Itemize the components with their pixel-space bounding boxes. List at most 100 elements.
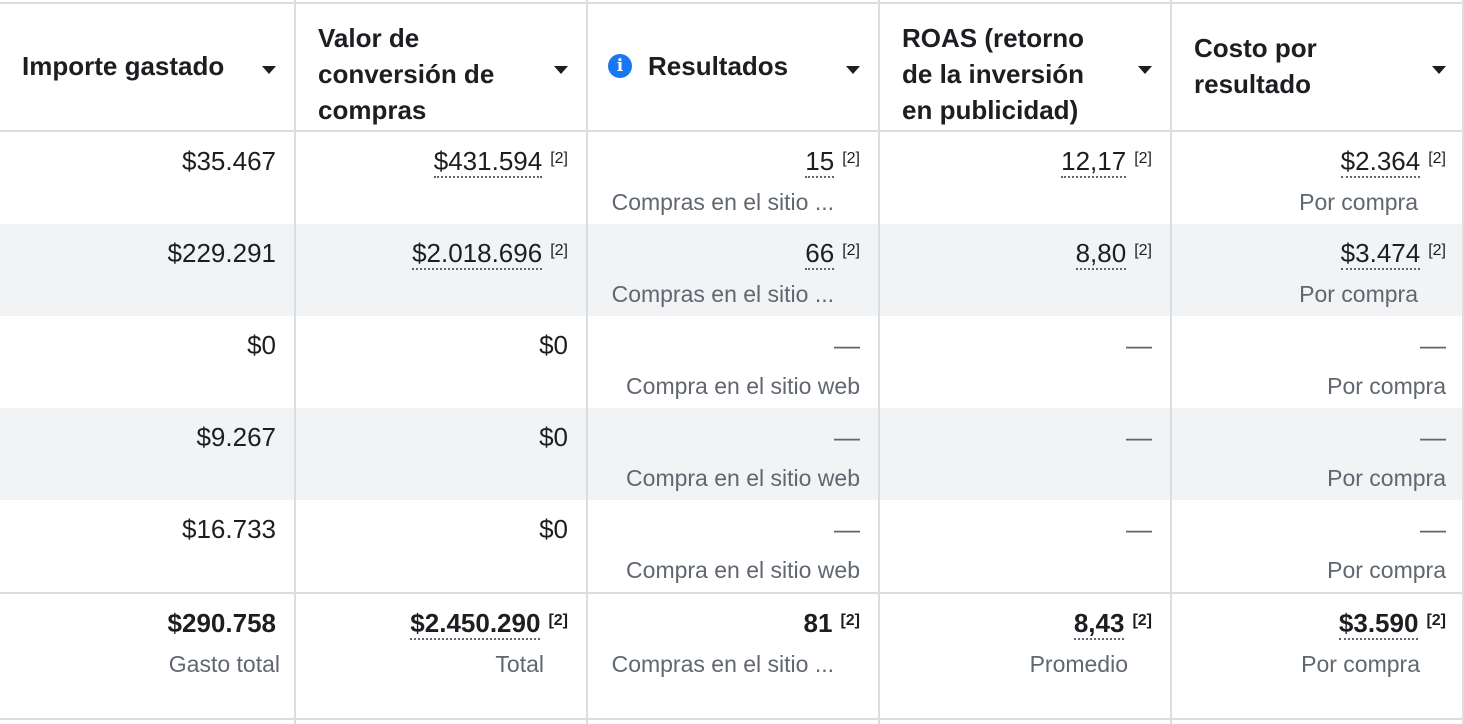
footnote-marker: [2] [550,242,568,259]
table-row: $0 $0 — Compra en el sitio web — — Por c… [0,316,1464,408]
total-spent-label: Gasto total [168,651,280,677]
table-row: $229.291 $2.018.696 [2] 66 [2] Compras en … [0,224,1464,316]
cell-spent: $229.291 [0,224,294,316]
column-header-label: Resultados [648,51,789,81]
column-header-resultados[interactable]: i Resultados [588,4,878,130]
roas-empty-dash: — [1126,514,1152,544]
totals-row: $290.758 Gasto total $2.450.290 [2] Total… [0,594,1464,718]
cell-conversion-value: $431.594 [2] [296,132,586,224]
total-cost-label: Por compra [1301,651,1420,677]
cell-conversion-value: $0 [296,408,586,500]
results-value[interactable]: 66 [805,238,835,270]
cell-total-roas: 8,43 [2] Promedio [880,594,1170,686]
footnote-marker: [2] [1132,612,1152,629]
cell-spent: $0 [0,316,294,408]
column-divider [1170,0,1172,724]
footnote-marker: [2] [842,242,860,259]
results-type: Compra en el sitio web [626,373,860,399]
column-header-importe-gastado[interactable]: Importe gastado [0,4,294,130]
column-header-label: Valor de conversión de compras [318,23,495,125]
results-type: Compras en el sitio ... [611,189,834,215]
info-icon[interactable]: i [608,54,632,78]
total-results-label: Compras en el sitio ... [611,651,834,677]
cell-roas: — [880,316,1170,408]
cell-spent: $16.733 [0,500,294,592]
footnote-marker: [2] [1134,242,1152,259]
cell-cost: $2.364 [2] Por compra [1172,132,1464,224]
roas-value[interactable]: 8,80 [1075,238,1127,270]
results-empty-dash: — [834,330,860,360]
header-divider [0,130,1464,132]
cost-type: Por compra [1299,189,1418,215]
footnote-marker: [2] [842,150,860,167]
results-empty-dash: — [834,422,860,452]
total-results-value: 81 [803,608,833,638]
spent-value: $35.467 [182,146,276,176]
cost-type: Por compra [1299,281,1418,307]
column-header-label: ROAS (retorno de la inversión en publici… [902,23,1085,125]
conversion-value: $0 [539,422,568,452]
total-cost-value[interactable]: $3.590 [1338,608,1419,640]
sort-caret-icon[interactable] [262,66,276,74]
column-header-costo-por-resultado[interactable]: Costo por resultado [1172,4,1464,130]
footnote-marker: [2] [1428,242,1446,259]
cell-cost: $3.474 [2] Por compra [1172,224,1464,316]
conversion-value: $0 [539,330,568,360]
conversion-value: $0 [539,514,568,544]
cell-total-cost: $3.590 [2] Por compra [1172,594,1464,686]
column-divider [294,0,296,724]
roas-empty-dash: — [1126,422,1152,452]
cell-spent: $9.267 [0,408,294,500]
results-type: Compras en el sitio ... [611,281,834,307]
cost-value[interactable]: $2.364 [1340,146,1421,178]
conversion-value[interactable]: $2.018.696 [412,238,543,270]
column-header-label: Importe gastado [22,51,225,81]
cell-total-spent: $290.758 Gasto total [0,594,294,686]
total-roas-value[interactable]: 8,43 [1073,608,1125,640]
cell-cost: — Por compra [1172,316,1464,408]
spent-value: $16.733 [182,514,276,544]
sort-caret-icon[interactable] [1138,66,1152,74]
footnote-marker: [2] [1428,150,1446,167]
cell-total-results: 81 [2] Compras en el sitio ... [588,594,878,686]
table-row: $16.733 $0 — Compra en el sitio web — — … [0,500,1464,592]
total-roas-label: Promedio [1029,651,1128,677]
column-divider [878,0,880,724]
cost-empty-dash: — [1420,330,1446,360]
cost-empty-dash: — [1420,514,1446,544]
sort-caret-icon[interactable] [554,66,568,74]
sort-caret-icon[interactable] [1432,66,1446,74]
footnote-marker: [2] [840,612,860,629]
results-type: Compra en el sitio web [626,465,860,491]
column-header-valor-conversion[interactable]: Valor de conversión de compras [296,4,586,130]
cell-conversion-value: $2.018.696 [2] [296,224,586,316]
cell-roas: — [880,500,1170,592]
footnote-marker: [2] [548,612,568,629]
cell-cost: — Por compra [1172,408,1464,500]
conversion-value[interactable]: $431.594 [433,146,543,178]
cell-spent: $35.467 [0,132,294,224]
results-value[interactable]: 15 [805,146,835,178]
results-type: Compra en el sitio web [626,557,860,583]
column-header-label: Costo por resultado [1194,33,1317,99]
cost-value[interactable]: $3.474 [1340,238,1421,270]
footnote-marker: [2] [1134,150,1152,167]
cell-roas: 8,80 [2] [880,224,1170,316]
total-conversion-value[interactable]: $2.450.290 [410,608,541,640]
cell-cost: — Por compra [1172,500,1464,592]
footnote-marker: [2] [1426,612,1446,629]
cost-type: Por compra [1327,465,1446,491]
roas-empty-dash: — [1126,330,1152,360]
cell-results: — Compra en el sitio web [588,316,878,408]
cell-results: — Compra en el sitio web [588,408,878,500]
footnote-marker: [2] [550,150,568,167]
column-header-roas[interactable]: ROAS (retorno de la inversión en publici… [880,4,1170,130]
cell-total-conversion-value: $2.450.290 [2] Total [296,594,586,686]
totals-divider [0,592,1464,594]
table-row: $9.267 $0 — Compra en el sitio web — — P… [0,408,1464,500]
total-spent-value: $290.758 [167,608,276,638]
roas-value[interactable]: 12,17 [1061,146,1127,178]
sort-caret-icon[interactable] [846,66,860,74]
cell-conversion-value: $0 [296,500,586,592]
